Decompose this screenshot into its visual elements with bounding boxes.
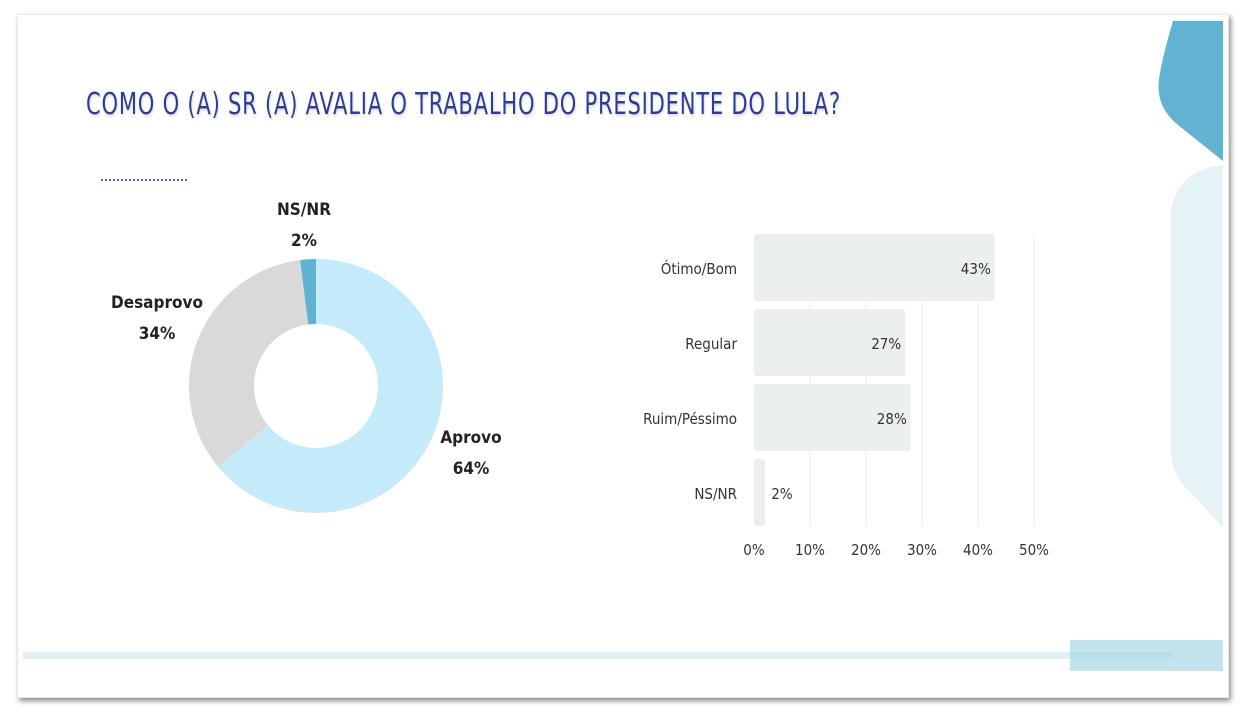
- bar: [754, 459, 766, 526]
- donut-chart: Aprovo 64% Desaprovo 34% NS/NR 2%: [111, 200, 502, 513]
- y-category-label: Regular: [685, 335, 737, 353]
- x-tick-label: 10%: [795, 541, 825, 559]
- x-tick-label: 50%: [1019, 541, 1049, 559]
- bar-value-label: 43%: [961, 260, 991, 278]
- donut-value-label: 64%: [453, 459, 490, 479]
- y-category-label: NS/NR: [694, 485, 737, 503]
- donut-value-label: 34%: [139, 324, 176, 344]
- bar: [754, 384, 911, 451]
- donut-slice-aprovo: [218, 259, 443, 513]
- bar-value-label: 2%: [771, 485, 793, 503]
- decor-shapes: [23, 21, 1223, 671]
- slide: COMO O (A) SR (A) AVALIA O TRABALHO DO P…: [17, 14, 1229, 698]
- x-tick-label: 40%: [963, 541, 993, 559]
- donut-slice-ns-nr: [300, 259, 316, 325]
- donut-label: Desaprovo: [111, 293, 203, 313]
- donut-label: NS/NR: [277, 200, 331, 220]
- donut-label: Aprovo: [440, 428, 501, 448]
- y-category-label: Ruim/Péssimo: [643, 410, 737, 428]
- donut-slice-desaprovo: [189, 260, 309, 467]
- y-category-label: Ótimo/Bom: [661, 259, 737, 278]
- bar-value-label: 28%: [877, 410, 907, 428]
- dotted-divider: [101, 179, 187, 181]
- bar: [754, 234, 995, 301]
- x-tick-label: 20%: [851, 541, 881, 559]
- x-tick-label: 0%: [743, 541, 765, 559]
- x-tick-label: 30%: [907, 541, 937, 559]
- donut-value-label: 2%: [291, 231, 317, 251]
- bar: [754, 309, 906, 376]
- page-title: COMO O (A) SR (A) AVALIA O TRABALHO DO P…: [86, 87, 841, 122]
- bar-value-label: 27%: [871, 335, 901, 353]
- bar-chart: 0% 10% 20% 30% 40% 50% Ótimo/Bom 43% Regular 27% R…: [643, 234, 1049, 559]
